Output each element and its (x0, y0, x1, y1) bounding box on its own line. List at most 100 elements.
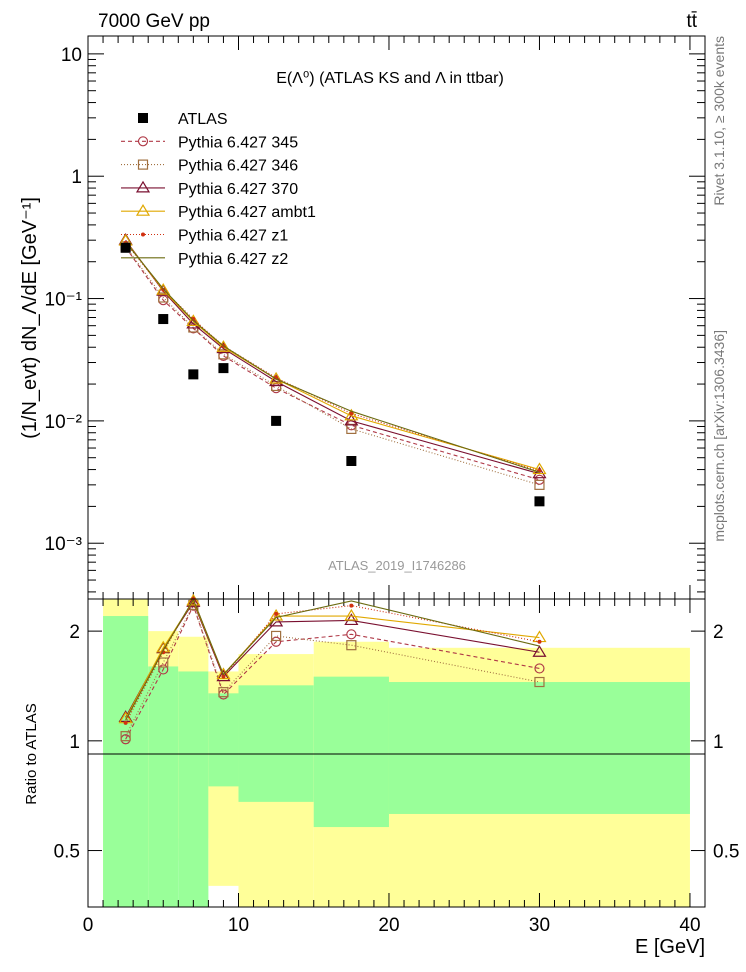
main-point-3-4 (269, 371, 284, 384)
band-green-3 (208, 693, 239, 787)
ratio-point-4-6 (537, 639, 542, 644)
atlas-point-0 (120, 242, 131, 253)
main-ytick-label-3: 10⁻² (45, 412, 83, 433)
ratio-point-1-5 (346, 640, 357, 651)
header-left: 7000 GeV pp (98, 11, 210, 32)
uncertainty-bands (103, 599, 690, 907)
ratio-series-line-5 (125, 598, 540, 721)
ratio-ytick-label-0: 2 (69, 622, 80, 643)
ratio-axis-ticks: 0 10 20 30 40 2 2 1 1 0.5 0.5 (54, 599, 739, 936)
main-point-1-6 (534, 479, 545, 490)
atlas-point-2 (188, 369, 199, 380)
legend-label-6: Pythia 6.427 z2 (178, 251, 288, 268)
legend-marker-5 (141, 232, 145, 237)
main-point-2-6 (532, 466, 547, 479)
ratio-point-4-0 (123, 720, 128, 725)
main-axis-ticks: 10 1 10⁻¹ 10⁻² 10⁻³ (45, 36, 706, 599)
ratio-series-lines (118, 593, 547, 745)
ratio-plot-frame (87, 598, 706, 908)
band-green-4 (238, 685, 314, 802)
main-point-4-1 (161, 287, 166, 292)
xtick-label-1: 10 (228, 915, 249, 936)
main-series-line-0 (125, 247, 540, 481)
ratio-ytick-label-right-0: 2 (713, 622, 724, 643)
ratio-point-2-3 (216, 669, 231, 682)
legend: ATLAS Pythia 6.427 345 Pythia 6.427 346 Pyt… (121, 111, 316, 268)
atlas-point-5 (346, 456, 357, 467)
main-series-line-5 (125, 241, 540, 473)
main-series-lines (118, 233, 547, 490)
ratio-point-4-3 (221, 674, 226, 679)
atlas-point-3 (218, 363, 229, 374)
ratio-point-0-5 (346, 629, 357, 640)
legend-marker-3 (135, 180, 151, 193)
analysis-watermark: ATLAS_2019_I1746286 (328, 558, 466, 573)
main-point-1-3 (218, 349, 229, 360)
main-ytick-label-1: 1 (71, 167, 82, 188)
main-series-line-2 (125, 239, 540, 475)
ratio-point-1-0 (120, 731, 131, 742)
band-green-6 (388, 682, 690, 814)
ratio-point-0-1 (158, 664, 169, 675)
ratio-point-4-4 (274, 611, 279, 616)
main-ytick-label-0: 10 (61, 45, 82, 66)
ratio-ytick-label-1: 1 (69, 732, 80, 753)
main-ytick-label-2: 10⁻¹ (45, 290, 83, 311)
ratio-point-0-6 (534, 663, 545, 674)
plot-title: E(Λ⁰) (ATLAS KS and Λ in ttbar) (276, 70, 504, 87)
x-axis-label: E [GeV] (635, 936, 705, 958)
ratio-series-line-0 (125, 604, 540, 740)
band-green-2 (178, 671, 209, 907)
xtick-label-0: 0 (83, 915, 94, 936)
mcplots-label: mcplots.cern.ch [arXiv:1306.3436] (711, 330, 727, 542)
legend-label-4: Pythia 6.427 ambt1 (178, 204, 316, 221)
ratio-point-1-4 (271, 630, 282, 642)
atlas-point-6 (534, 496, 545, 507)
atlas-point-4 (271, 415, 282, 426)
ratio-ytick-label-right-2: 0.5 (713, 842, 739, 863)
ratio-y-axis-label: Ratio to ATLAS (23, 703, 40, 804)
ratio-point-1-6 (534, 676, 545, 688)
ratio-point-1-3 (218, 687, 229, 698)
main-series-line-3 (125, 240, 540, 471)
atlas-point-1 (158, 314, 169, 325)
legend-label-5: Pythia 6.427 z1 (178, 228, 288, 245)
main-point-1-1 (158, 292, 169, 303)
ratio-point-2-6 (532, 645, 547, 657)
rivet-label: Rivet 3.1.10, ≥ 300k events (711, 36, 727, 206)
main-series-line-1 (125, 246, 540, 486)
ratio-point-2-2 (186, 595, 201, 607)
legend-marker-4 (135, 204, 151, 216)
legend-swatch-0 (138, 113, 148, 123)
xtick-label-4: 40 (679, 915, 700, 936)
legend-label-0: ATLAS (178, 111, 228, 128)
ratio-point-3-4 (269, 608, 284, 621)
xtick-label-3: 30 (529, 915, 550, 936)
legend-label-1: Pythia 6.427 345 (178, 134, 298, 151)
main-ytick-label-4: 10⁻³ (45, 534, 83, 555)
ratio-point-1-1 (158, 657, 169, 668)
ratio-point-3-5 (344, 608, 359, 621)
main-point-3-5 (344, 408, 359, 421)
ratio-point-2-5 (344, 613, 359, 626)
atlas-data-points (120, 242, 545, 507)
legend-label-3: Pythia 6.427 370 (178, 181, 298, 198)
band-green-0 (103, 616, 149, 907)
main-series-line-4 (125, 242, 540, 472)
main-point-3-1 (156, 283, 171, 295)
ratio-point-0-4 (271, 636, 282, 647)
ratio-point-3-2 (186, 593, 201, 606)
band-green-1 (148, 666, 179, 907)
main-point-3-2 (186, 314, 201, 327)
main-point-3-6 (532, 462, 547, 475)
band-green-5 (313, 676, 389, 828)
main-point-3-3 (216, 340, 231, 352)
main-y-axis-label: (1/N_evt) dN_Λ/dE [GeV⁻¹] (19, 197, 41, 439)
header-right: tt̄ (686, 11, 697, 32)
legend-marker-1 (137, 136, 149, 147)
ratio-point-4-5 (349, 603, 354, 608)
ratio-ytick-label-right-1: 1 (713, 732, 724, 753)
ratio-ytick-label-2: 0.5 (54, 842, 80, 863)
xtick-label-2: 20 (378, 915, 399, 936)
